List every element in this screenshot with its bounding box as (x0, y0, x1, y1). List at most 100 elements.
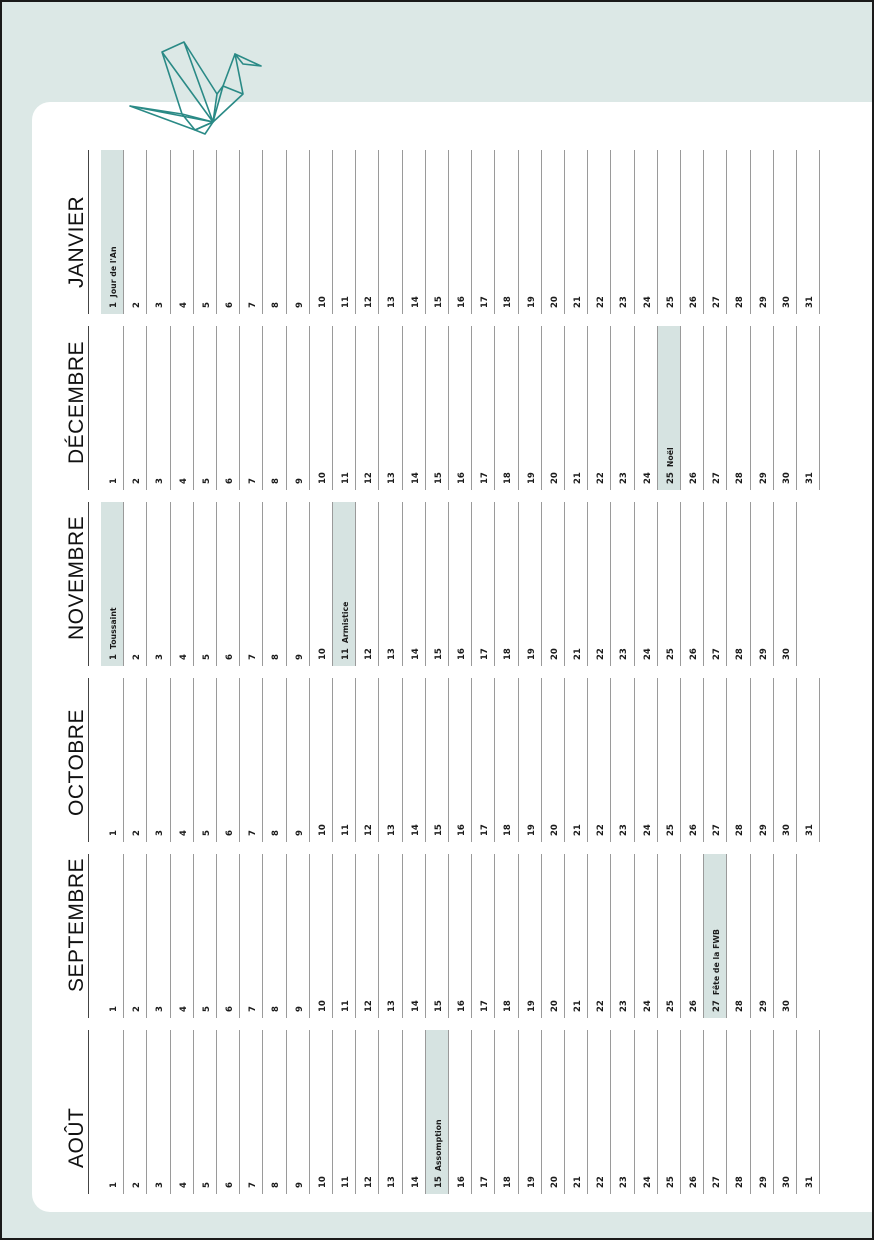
day-cell: 10 (310, 854, 333, 1018)
day-number: 2 (132, 830, 142, 836)
day-number-text: 25 (665, 824, 676, 836)
day-number: 12 (364, 1000, 374, 1012)
day-number: 4 (179, 478, 189, 484)
holiday-label: Armistice (341, 601, 350, 644)
day-number: 17 (480, 1176, 490, 1188)
day-number: 16 (457, 296, 467, 308)
day-number: 23 (619, 824, 629, 836)
day-number-text: 15 (433, 1000, 444, 1012)
day-number-text: 8 (271, 1006, 282, 1012)
day-number: 23 (619, 648, 629, 660)
day-cell: 7 (240, 502, 264, 666)
day-number: 11 (341, 1000, 351, 1012)
day-cell: 3 (147, 326, 171, 490)
day-number: 27 Fête de la FWB (712, 929, 722, 1012)
day-cell: 15 (426, 326, 449, 490)
day-number-text: 3 (155, 1006, 166, 1012)
day-cell: 29 (751, 678, 774, 842)
day-number: 3 (155, 830, 165, 836)
day-cell: 25 (658, 502, 681, 666)
day-cell: 29 (751, 502, 774, 666)
day-cell: 20 (542, 1030, 565, 1194)
day-number: 10 (318, 1000, 328, 1012)
day-number: 28 (735, 296, 745, 308)
month-title: SEPTEMBRE (65, 857, 88, 992)
day-cell: 20 (542, 502, 565, 666)
day-number-text: 14 (410, 296, 421, 308)
day-cell: 14 (403, 1030, 426, 1194)
day-number-text: 14 (410, 648, 421, 660)
calendar-sheet (32, 102, 872, 1212)
day-cell: 3 (147, 678, 171, 842)
day-cell: 17 (472, 150, 496, 314)
day-number-text: 20 (549, 296, 560, 308)
day-number-text: 10 (317, 472, 328, 484)
day-cell: 12 (356, 678, 380, 842)
day-number: 17 (480, 472, 490, 484)
day-number: 4 (179, 1006, 189, 1012)
month-title: DÉCEMBRE (65, 340, 88, 464)
day-number-text: 1 (109, 1006, 119, 1012)
day-number: 1 (109, 830, 119, 836)
day-cell: 28 (727, 854, 751, 1018)
day-number-text: 17 (480, 1000, 491, 1012)
day-cell: 11 (333, 326, 357, 490)
day-cell: 31 (797, 1030, 821, 1194)
day-number: 23 (619, 472, 629, 484)
day-number: 15 Assomption (434, 1119, 444, 1188)
day-number-text: 1 (109, 654, 119, 660)
day-number: 30 (782, 1176, 792, 1188)
day-number-text: 8 (271, 654, 282, 660)
day-number: 7 (248, 1182, 258, 1188)
day-cell: 15 (426, 854, 449, 1018)
day-cell: 4 (171, 854, 194, 1018)
day-number-text: 22 (596, 1176, 607, 1188)
day-number-text: 1 (109, 1182, 119, 1188)
day-number-text: 22 (596, 1000, 607, 1012)
day-cell: 18 (495, 326, 519, 490)
day-number-text: 26 (689, 472, 699, 484)
day-cell: 13 (379, 502, 403, 666)
day-number: 19 (527, 648, 537, 660)
day-cell: 10 (310, 678, 333, 842)
day-number: 10 (318, 472, 328, 484)
day-cell: 8 (263, 150, 287, 314)
day-cell: 25 (658, 678, 681, 842)
day-number: 17 (480, 296, 490, 308)
day-cell: 28 (727, 1030, 751, 1194)
day-number-text: 13 (387, 296, 398, 308)
day-number-text: 21 (573, 1176, 583, 1188)
day-number: 8 (271, 302, 281, 308)
day-number-text: 14 (410, 472, 421, 484)
day-number-text: 26 (689, 1000, 699, 1012)
day-cell: 18 (495, 1030, 519, 1194)
day-cell: 14 (403, 326, 426, 490)
day-cell: 6 (217, 502, 241, 666)
day-number-text: 6 (225, 1006, 235, 1012)
day-cell: 30 (774, 854, 797, 1018)
day-number-text: 1 (109, 830, 119, 836)
day-number: 13 (387, 472, 397, 484)
month-section: DÉCEMBRE 1 2 3 4 5 6 7 8 9 10 11 12 13 14 15 16 17 18 19 20 2… (2, 326, 872, 490)
day-number: 24 (643, 824, 653, 836)
day-number-text: 29 (758, 296, 769, 308)
day-cell: 8 (263, 326, 287, 490)
day-number: 2 (132, 478, 142, 484)
day-number-text: 2 (132, 1006, 143, 1012)
day-cell: 26 (681, 502, 705, 666)
day-cell: 17 (472, 1030, 496, 1194)
month-divider (88, 678, 89, 842)
day-number-text: 23 (619, 648, 630, 660)
day-cell: 24 (635, 502, 658, 666)
day-number-text: 13 (387, 1000, 398, 1012)
day-number: 26 (689, 472, 699, 484)
day-number-text: 6 (225, 1182, 235, 1188)
day-number-text: 19 (526, 1000, 537, 1012)
day-cell: 1 (101, 854, 125, 1018)
day-number-text: 24 (642, 1176, 653, 1188)
day-cell: 27 (704, 150, 728, 314)
day-number: 13 (387, 648, 397, 660)
day-cell: 23 (611, 150, 635, 314)
day-cell: 13 (379, 326, 403, 490)
day-number: 22 (596, 824, 606, 836)
